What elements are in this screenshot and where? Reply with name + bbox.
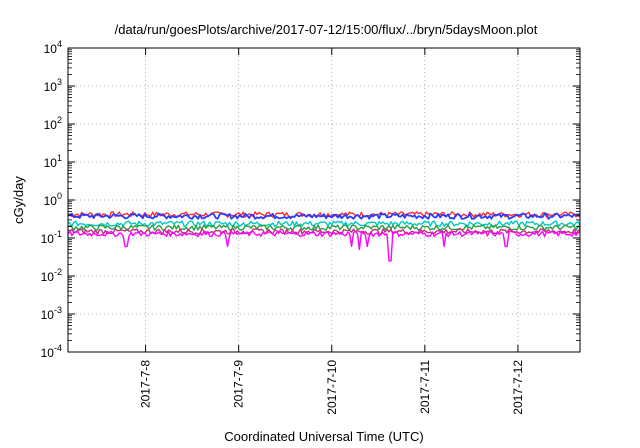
x-tick-label: 2017-7-9 — [232, 360, 246, 408]
y-tick-label: 10-1 — [41, 229, 62, 246]
x-axis-label: Coordinated Universal Time (UTC) — [224, 429, 423, 444]
x-axis: 2017-7-8 2017-7-9 2017-7-10 2017-7-11 2017-7… — [139, 48, 525, 415]
y-tick-label: 103 — [44, 77, 62, 94]
grid — [68, 48, 580, 352]
y-tick-label: 10-3 — [41, 305, 62, 322]
y-tick-label: 100 — [44, 191, 62, 208]
x-tick-label: 2017-7-8 — [139, 360, 153, 408]
x-tick-label: 2017-7-11 — [418, 360, 432, 414]
series-line-4 — [67, 224, 581, 232]
x-tick-label: 2017-7-12 — [511, 360, 525, 415]
chart-title: /data/run/goesPlots/archive/2017-07-12/1… — [115, 22, 538, 37]
y-tick-label: 101 — [44, 153, 62, 170]
series-line-2 — [67, 212, 581, 220]
y-tick-label: 10-4 — [41, 343, 62, 360]
y-tick-label: 104 — [44, 39, 62, 56]
y-tick-label: 102 — [44, 115, 62, 132]
series-group — [67, 211, 581, 262]
series-line-6 — [67, 230, 581, 262]
y-tick-label: 10-2 — [41, 267, 62, 284]
y-axis-label: cGy/day — [11, 176, 26, 224]
y-axis: 10-4 10-3 10-2 10-1 100 101 102 103 104 — [41, 39, 580, 360]
x-tick-label: 2017-7-10 — [325, 360, 339, 415]
